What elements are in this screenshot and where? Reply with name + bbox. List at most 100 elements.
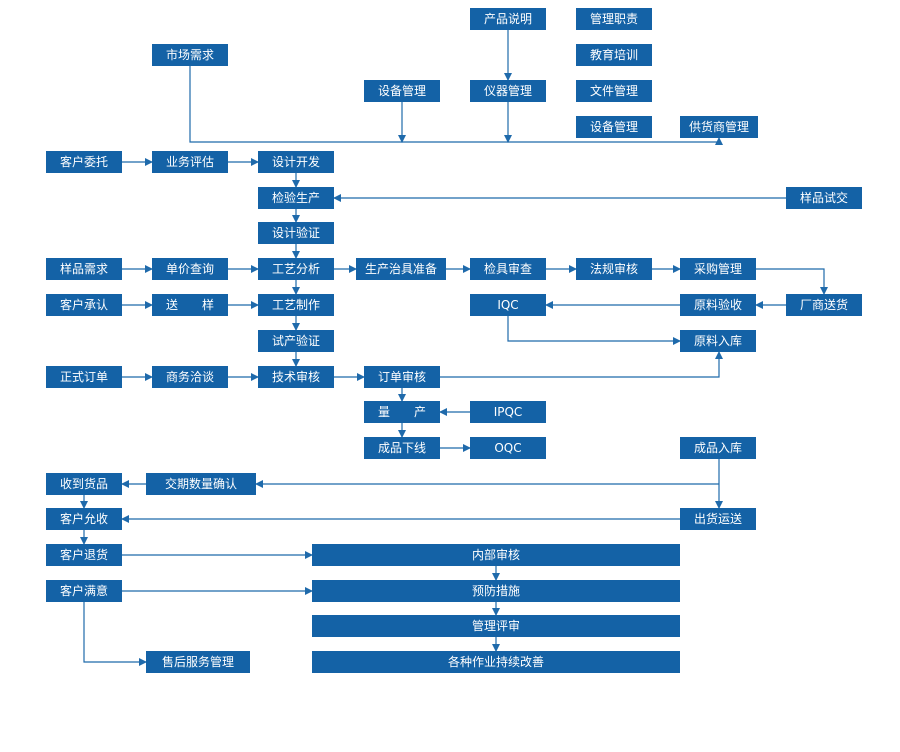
node: 设备管理	[364, 80, 440, 102]
node: 技术审核	[258, 366, 334, 388]
node-label: 样品试交	[800, 190, 848, 205]
node-box	[46, 366, 122, 388]
node-label: 预防措施	[472, 583, 520, 598]
node-label: 供货商管理	[689, 119, 749, 134]
node: 仪器管理	[470, 80, 546, 102]
node-box	[258, 330, 334, 352]
node: 文件管理	[576, 80, 652, 102]
node: 预防措施	[312, 580, 680, 602]
node-label: 市场需求	[166, 47, 214, 62]
node-box	[680, 258, 756, 280]
node-box	[680, 508, 756, 530]
node-label: 送 样	[166, 297, 214, 312]
node: 教育培训	[576, 44, 652, 66]
node-label: 试产验证	[272, 333, 320, 348]
node-box	[470, 8, 546, 30]
node: 量 产	[364, 401, 440, 423]
node-box	[46, 580, 122, 602]
node-label: IQC	[497, 298, 518, 312]
node: 设计开发	[258, 151, 334, 173]
node: 原料入库	[680, 330, 756, 352]
node-label: 管理评审	[472, 618, 520, 633]
arrow	[756, 268, 828, 295]
node-label: 订单审核	[378, 369, 426, 384]
node-box	[146, 473, 256, 495]
node: 成品下线	[364, 437, 440, 459]
node-label: 原料入库	[694, 333, 742, 348]
node-label: 仪器管理	[484, 83, 532, 98]
node-box	[680, 437, 756, 459]
node: 产品说明	[470, 8, 546, 30]
node-label: 客户退货	[60, 547, 108, 562]
arrow	[440, 351, 723, 378]
node-box	[364, 437, 440, 459]
node: 客户委托	[46, 151, 122, 173]
node: 商务洽谈	[152, 366, 228, 388]
node: 各种作业持续改善	[312, 651, 680, 673]
node-label: 原料验收	[694, 297, 742, 312]
node: IPQC	[470, 401, 546, 423]
node: 客户退货	[46, 544, 122, 566]
node-box	[258, 222, 334, 244]
node-label: 技术审核	[272, 369, 320, 384]
node: 收到货品	[46, 473, 122, 495]
node-box	[46, 544, 122, 566]
node-label: 交期数量确认	[165, 476, 237, 491]
node-label: 单价查询	[166, 262, 214, 276]
node-label: 成品下线	[378, 441, 426, 455]
node-box	[258, 151, 334, 173]
node-label: 内部审核	[472, 547, 520, 562]
node-box	[46, 508, 122, 530]
node: 试产验证	[258, 330, 334, 352]
node-label: 检具审查	[484, 261, 532, 276]
node-label: 设计开发	[272, 154, 320, 169]
node-label: 业务评估	[166, 154, 214, 169]
node-box	[312, 651, 680, 673]
node-box	[786, 294, 862, 316]
node: 送 样	[152, 294, 228, 316]
node-box	[576, 80, 652, 102]
node-box	[364, 401, 440, 423]
node-box	[576, 258, 652, 280]
node-box	[364, 366, 440, 388]
node: 单价查询	[152, 258, 228, 280]
arrow	[83, 602, 147, 666]
node-label: 客户承认	[60, 297, 108, 312]
node-box	[470, 294, 546, 316]
node-box	[46, 151, 122, 173]
node-box	[470, 80, 546, 102]
node-box	[356, 258, 446, 280]
node-label: 正式订单	[60, 370, 108, 384]
node-label: 设计验证	[272, 225, 320, 240]
node-label: 工艺制作	[272, 298, 320, 312]
node: 原料验收	[680, 294, 756, 316]
node-label: 工艺分析	[272, 262, 320, 276]
node: 客户允收	[46, 508, 122, 530]
arrow	[507, 316, 681, 345]
node: 法规审核	[576, 258, 652, 280]
node-label: 量 产	[378, 405, 426, 419]
node-label: 采购管理	[694, 261, 742, 276]
node: 出货运送	[680, 508, 756, 530]
node: 设备管理	[576, 116, 652, 138]
node: OQC	[470, 437, 546, 459]
node: 客户满意	[46, 580, 122, 602]
node-box	[470, 401, 546, 423]
node-box	[258, 366, 334, 388]
node-box	[680, 330, 756, 352]
node-box	[312, 615, 680, 637]
node-label: 生产治具准备	[365, 262, 437, 276]
node-label: 法规审核	[590, 261, 638, 276]
node: 工艺制作	[258, 294, 334, 316]
node: 样品试交	[786, 187, 862, 209]
node-box	[46, 294, 122, 316]
node: 工艺分析	[258, 258, 334, 280]
node-label: 客户满意	[60, 583, 108, 598]
node-box	[46, 473, 122, 495]
node: 管理评审	[312, 615, 680, 637]
node-box	[152, 44, 228, 66]
node: 内部审核	[312, 544, 680, 566]
node: 交期数量确认	[146, 473, 256, 495]
